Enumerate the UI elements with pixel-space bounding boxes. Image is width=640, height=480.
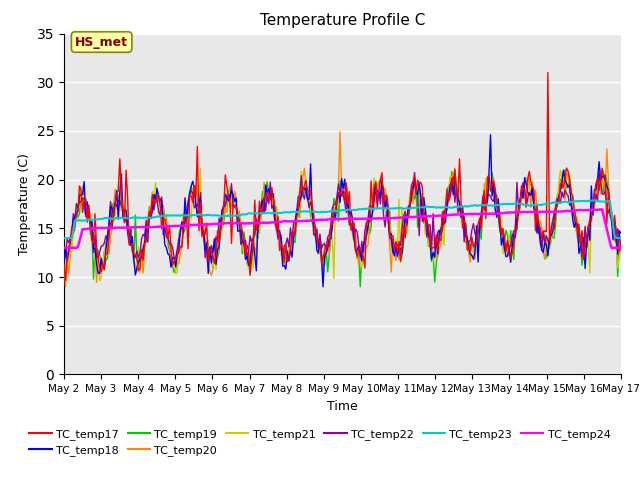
TC_temp21 [248, 245, 255, 251]
TC_temp19 [129, 245, 136, 251]
TC_temp23 [226, 213, 234, 219]
TC_temp22 [246, 233, 254, 239]
TC_temp19 [244, 256, 252, 262]
TC_temp24 [586, 207, 594, 213]
TC_temp20 [336, 129, 344, 134]
TC_temp22 [60, 252, 68, 258]
TC_temp23 [60, 235, 68, 241]
TC_temp18 [617, 230, 625, 236]
TC_temp17 [617, 242, 625, 248]
TC_temp19 [254, 236, 262, 241]
TC_temp20 [228, 205, 236, 211]
TC_temp19 [356, 284, 364, 289]
X-axis label: Time: Time [327, 400, 358, 413]
Text: HS_met: HS_met [75, 36, 128, 48]
TC_temp17 [544, 70, 552, 75]
TC_temp17 [305, 190, 313, 195]
TC_temp19 [226, 204, 234, 210]
TC_temp22 [617, 243, 625, 249]
Y-axis label: Temperature (C): Temperature (C) [18, 153, 31, 255]
TC_temp22 [255, 216, 263, 221]
TC_temp19 [60, 263, 68, 268]
TC_temp20 [255, 206, 263, 212]
TC_temp23 [254, 210, 262, 216]
TC_temp19 [561, 167, 569, 173]
Line: TC_temp18: TC_temp18 [64, 135, 621, 287]
TC_temp17 [228, 240, 236, 246]
TC_temp24 [617, 245, 625, 251]
TC_temp23 [244, 210, 252, 216]
Legend: TC_temp17, TC_temp18, TC_temp19, TC_temp20, TC_temp21, TC_temp22, TC_temp23, TC_: TC_temp17, TC_temp18, TC_temp19, TC_temp… [25, 424, 615, 460]
TC_temp20 [246, 254, 254, 260]
TC_temp22 [305, 205, 313, 211]
TC_temp22 [411, 169, 419, 175]
TC_temp17 [60, 262, 68, 268]
Line: TC_temp21: TC_temp21 [64, 161, 621, 281]
TC_temp17 [130, 251, 138, 257]
TC_temp21 [96, 278, 104, 284]
TC_temp21 [229, 200, 237, 205]
TC_temp18 [60, 264, 68, 269]
TC_temp22 [589, 201, 596, 206]
TC_temp19 [617, 245, 625, 251]
TC_temp18 [319, 284, 327, 289]
TC_temp17 [61, 277, 69, 283]
TC_temp20 [617, 250, 625, 255]
TC_temp24 [596, 206, 604, 212]
TC_temp24 [226, 220, 234, 226]
Line: TC_temp19: TC_temp19 [64, 170, 621, 287]
TC_temp24 [129, 225, 136, 230]
TC_temp20 [60, 257, 68, 263]
TC_temp21 [131, 261, 139, 267]
TC_temp22 [61, 255, 69, 261]
TC_temp23 [591, 197, 598, 203]
TC_temp20 [61, 284, 69, 289]
Line: TC_temp22: TC_temp22 [64, 172, 621, 258]
TC_temp17 [246, 272, 254, 277]
Title: Temperature Profile C: Temperature Profile C [260, 13, 425, 28]
TC_temp23 [617, 235, 625, 241]
TC_temp20 [589, 211, 596, 217]
Line: TC_temp20: TC_temp20 [64, 132, 621, 287]
TC_temp17 [589, 200, 596, 206]
TC_temp22 [228, 181, 236, 187]
TC_temp19 [589, 212, 596, 217]
TC_temp20 [130, 249, 138, 255]
TC_temp18 [254, 221, 262, 227]
TC_temp18 [129, 234, 136, 240]
TC_temp18 [226, 193, 234, 199]
TC_temp23 [129, 215, 136, 220]
TC_temp21 [589, 204, 596, 210]
TC_temp18 [303, 196, 311, 202]
TC_temp21 [307, 207, 314, 213]
TC_temp24 [244, 220, 252, 226]
TC_temp24 [254, 220, 262, 226]
TC_temp20 [305, 185, 313, 191]
TC_temp21 [60, 264, 68, 270]
TC_temp18 [486, 132, 494, 138]
TC_temp17 [255, 198, 263, 204]
TC_temp23 [303, 209, 311, 215]
TC_temp18 [589, 212, 596, 218]
TC_temp24 [303, 218, 311, 224]
Line: TC_temp17: TC_temp17 [64, 72, 621, 280]
Line: TC_temp24: TC_temp24 [64, 209, 621, 248]
TC_temp19 [303, 196, 311, 202]
Line: TC_temp23: TC_temp23 [64, 200, 621, 238]
TC_temp24 [60, 245, 68, 251]
TC_temp22 [130, 252, 138, 257]
TC_temp21 [617, 249, 625, 254]
TC_temp23 [586, 198, 594, 204]
TC_temp21 [257, 208, 265, 214]
TC_temp18 [244, 263, 252, 268]
TC_temp21 [116, 158, 124, 164]
